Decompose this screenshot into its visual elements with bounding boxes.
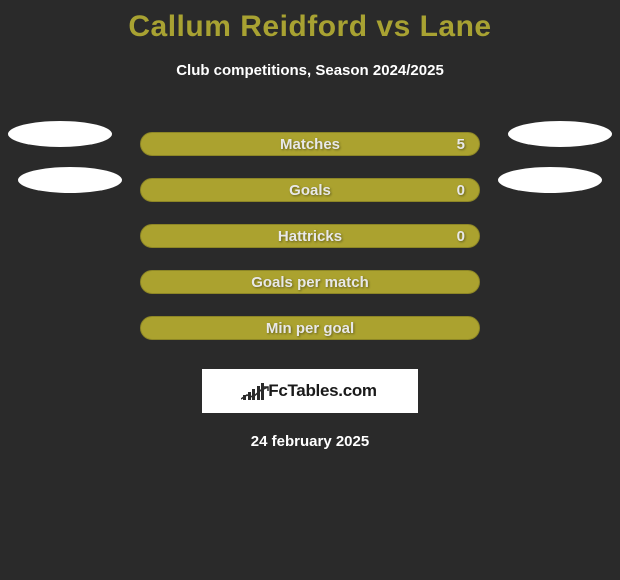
logo-text: FcTables.com	[268, 381, 377, 401]
stat-bar-goals-per-match: Goals per match	[140, 270, 480, 294]
stat-bar-min-per-goal: Min per goal	[140, 316, 480, 340]
fctables-logo: FcTables.com	[243, 381, 377, 401]
stat-value: 5	[457, 136, 465, 153]
stat-row: Matches 5	[0, 121, 620, 167]
stat-bar-goals: Goals 0	[140, 178, 480, 202]
stat-label: Matches	[280, 136, 340, 153]
stat-label: Hattricks	[278, 228, 342, 245]
stat-row: Goals 0	[0, 167, 620, 213]
stat-row: Hattricks 0	[0, 213, 620, 259]
page-subtitle: Club competitions, Season 2024/2025	[0, 62, 620, 79]
stat-label: Min per goal	[266, 320, 354, 337]
logo-bars-icon	[243, 382, 264, 400]
logo-trend-line-icon	[241, 386, 269, 400]
page-title: Callum Reidford vs Lane	[0, 10, 620, 44]
stat-bar-hattricks: Hattricks 0	[140, 224, 480, 248]
stat-row: Min per goal	[0, 305, 620, 351]
stat-bar-matches: Matches 5	[140, 132, 480, 156]
header: Callum Reidford vs Lane Club competition…	[0, 0, 620, 79]
stat-row: Goals per match	[0, 259, 620, 305]
date-text: 24 february 2025	[0, 433, 620, 450]
stat-value: 0	[457, 182, 465, 199]
logo-box: FcTables.com	[202, 369, 418, 413]
stat-label: Goals	[289, 182, 331, 199]
stats-area: Matches 5 Goals 0 Hattricks 0 Goals per …	[0, 121, 620, 351]
stat-label: Goals per match	[251, 274, 369, 291]
stat-value: 0	[457, 228, 465, 245]
